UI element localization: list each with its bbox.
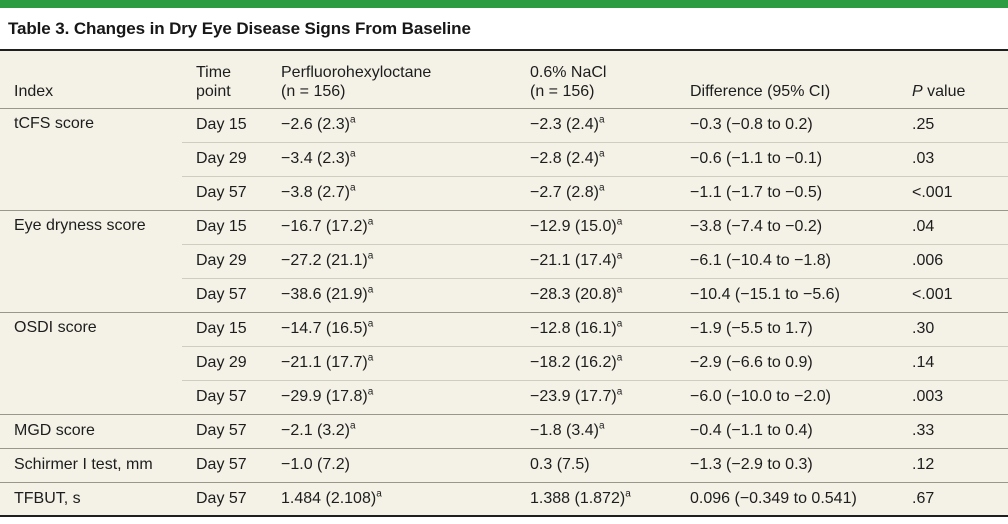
col-header-index: Index — [0, 50, 182, 109]
col-header-perfluorohexyloctane: Perfluorohexyloctane (n = 156) — [267, 50, 516, 109]
cell-diff: −3.8 (−7.4 to −0.2) — [676, 209, 898, 244]
table-row: Day 29 −27.2 (21.1)a −21.1 (17.4)a −6.1 … — [0, 243, 1008, 278]
cell-index: tCFS score — [0, 107, 182, 210]
cell-time: Day 15 — [182, 311, 267, 346]
cell-time: Day 15 — [182, 209, 267, 244]
cell-diff: −6.1 (−10.4 to −1.8) — [676, 243, 898, 278]
cell-pvalue: .14 — [898, 345, 1008, 380]
cell-pfho: −3.4 (2.3)a — [267, 141, 516, 176]
cell-pfho: 1.484 (2.108)a — [267, 481, 516, 516]
journal-accent-bar — [0, 0, 1008, 8]
cell-diff: −0.4 (−1.1 to 0.4) — [676, 413, 898, 448]
cell-pfho: −29.9 (17.8)a — [267, 379, 516, 414]
cell-nacl: −12.8 (16.1)a — [516, 311, 676, 346]
cell-nacl: −1.8 (3.4)a — [516, 413, 676, 448]
table-row: tCFS score Day 15 −2.6 (2.3)a −2.3 (2.4)… — [0, 107, 1008, 210]
col-header-p-value: P value — [898, 50, 1008, 109]
cell-diff: −1.9 (−5.5 to 1.7) — [676, 311, 898, 346]
cell-index: Eye dryness score — [0, 209, 182, 312]
cell-pfho: −16.7 (17.2)a — [267, 209, 516, 244]
cell-index: Schirmer I test, mm — [0, 447, 182, 482]
cell-pvalue: .03 — [898, 141, 1008, 176]
cell-nacl: −12.9 (15.0)a — [516, 209, 676, 244]
cell-time: Day 57 — [182, 481, 267, 516]
cell-index: MGD score — [0, 413, 182, 448]
col-header-difference: Difference (95% CI) — [676, 50, 898, 109]
cell-time: Day 57 — [182, 413, 267, 448]
cell-diff: −1.3 (−2.9 to 0.3) — [676, 447, 898, 482]
cell-nacl: −28.3 (20.8)a — [516, 277, 676, 312]
cell-diff: −2.9 (−6.6 to 0.9) — [676, 345, 898, 380]
table-row: Day 29 −3.4 (2.3)a −2.8 (2.4)a −0.6 (−1.… — [0, 141, 1008, 176]
cell-time: Day 29 — [182, 243, 267, 278]
table-row: Day 29 −21.1 (17.7)a −18.2 (16.2)a −2.9 … — [0, 345, 1008, 380]
cell-pvalue: .30 — [898, 311, 1008, 346]
cell-pfho: −21.1 (17.7)a — [267, 345, 516, 380]
cell-time: Day 15 — [182, 107, 267, 142]
cell-diff: −0.6 (−1.1 to −0.1) — [676, 141, 898, 176]
cell-index: TFBUT, s — [0, 481, 182, 516]
cell-nacl: −2.3 (2.4)a — [516, 107, 676, 142]
cell-pvalue: .04 — [898, 209, 1008, 244]
cell-pfho: −2.1 (3.2)a — [267, 413, 516, 448]
cell-nacl: −18.2 (16.2)a — [516, 345, 676, 380]
header-row: Index Time point Perfluorohexyloctane (n =… — [0, 50, 1008, 109]
cell-pvalue: .12 — [898, 447, 1008, 482]
cell-pvalue: .003 — [898, 379, 1008, 414]
cell-nacl: −2.8 (2.4)a — [516, 141, 676, 176]
cell-time: Day 57 — [182, 447, 267, 482]
cell-pfho: −14.7 (16.5)a — [267, 311, 516, 346]
col-header-time-point: Time point — [182, 50, 267, 109]
cell-diff: 0.096 (−0.349 to 0.541) — [676, 481, 898, 516]
cell-diff: −1.1 (−1.7 to −0.5) — [676, 175, 898, 210]
cell-time: Day 57 — [182, 175, 267, 210]
cell-pvalue: .25 — [898, 107, 1008, 142]
cell-diff: −6.0 (−10.0 to −2.0) — [676, 379, 898, 414]
table-row: Day 57 −3.8 (2.7)a −2.7 (2.8)a −1.1 (−1.… — [0, 175, 1008, 210]
dry-eye-signs-table: Index Time point Perfluorohexyloctane (n =… — [0, 49, 1008, 517]
cell-pvalue: .67 — [898, 481, 1008, 516]
cell-pfho: −1.0 (7.2) — [267, 447, 516, 482]
cell-pfho: −3.8 (2.7)a — [267, 175, 516, 210]
cell-pvalue: <.001 — [898, 175, 1008, 210]
table-row: TFBUT, s Day 57 1.484 (2.108)a 1.388 (1.… — [0, 481, 1008, 516]
cell-nacl: −21.1 (17.4)a — [516, 243, 676, 278]
cell-pfho: −38.6 (21.9)a — [267, 277, 516, 312]
table-row: Day 57 −38.6 (21.9)a −28.3 (20.8)a −10.4… — [0, 277, 1008, 312]
cell-nacl: 0.3 (7.5) — [516, 447, 676, 482]
cell-diff: −10.4 (−15.1 to −5.6) — [676, 277, 898, 312]
cell-time: Day 29 — [182, 345, 267, 380]
cell-time: Day 57 — [182, 277, 267, 312]
cell-pvalue: .33 — [898, 413, 1008, 448]
cell-nacl: 1.388 (1.872)a — [516, 481, 676, 516]
cell-pvalue: <.001 — [898, 277, 1008, 312]
cell-index: OSDI score — [0, 311, 182, 414]
cell-pvalue: .006 — [898, 243, 1008, 278]
table-title: Table 3. Changes in Dry Eye Disease Sign… — [8, 19, 471, 38]
cell-nacl: −23.9 (17.7)a — [516, 379, 676, 414]
table-row: MGD score Day 57 −2.1 (3.2)a −1.8 (3.4)a… — [0, 413, 1008, 448]
table-row: Eye dryness score Day 15 −16.7 (17.2)a −… — [0, 209, 1008, 312]
cell-nacl: −2.7 (2.8)a — [516, 175, 676, 210]
col-header-nacl: 0.6% NaCl (n = 156) — [516, 50, 676, 109]
cell-pfho: −2.6 (2.3)a — [267, 107, 516, 142]
table-row: OSDI score Day 15 −14.7 (16.5)a −12.8 (1… — [0, 311, 1008, 414]
cell-diff: −0.3 (−0.8 to 0.2) — [676, 107, 898, 142]
table-row: Day 57 −29.9 (17.8)a −23.9 (17.7)a −6.0 … — [0, 379, 1008, 414]
cell-time: Day 57 — [182, 379, 267, 414]
table-row: Schirmer I test, mm Day 57 −1.0 (7.2) 0.… — [0, 447, 1008, 482]
cell-pfho: −27.2 (21.1)a — [267, 243, 516, 278]
cell-time: Day 29 — [182, 141, 267, 176]
